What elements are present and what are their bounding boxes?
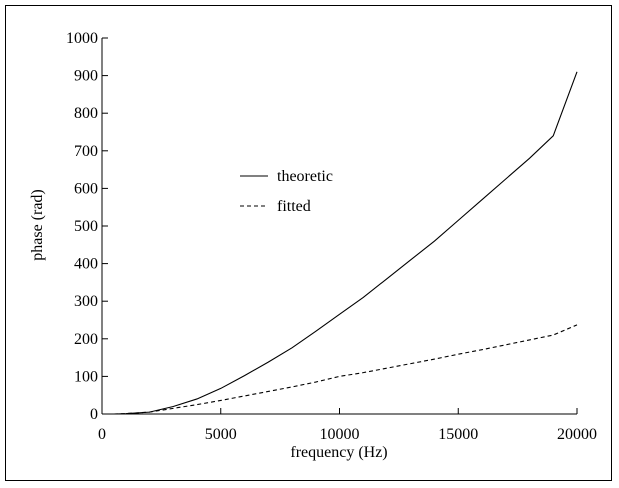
x-tick-label: 0 — [98, 426, 106, 443]
legend-label-theoretic: theoretic — [277, 168, 333, 185]
y-tick-label: 200 — [74, 331, 98, 348]
y-tick-label: 500 — [74, 218, 98, 235]
y-tick-label: 700 — [74, 143, 98, 160]
x-tick-label: 20000 — [557, 426, 597, 443]
axes — [101, 38, 577, 415]
series-line-theoretic — [113, 71, 578, 415]
x-tick-label: 10000 — [320, 426, 360, 443]
y-tick-label: 600 — [74, 180, 98, 197]
y-tick-label: 300 — [74, 293, 98, 310]
x-tick-label: 5000 — [205, 426, 237, 443]
y-tick-label: 0 — [90, 406, 98, 423]
y-tick-label: 100 — [74, 368, 98, 385]
x-axis-label: frequency (Hz) — [290, 444, 387, 461]
x-tick-label: 15000 — [438, 426, 478, 443]
ticks: 0 5000 10000 15000 20000 0 100 200 300 400 500 600 7… — [66, 30, 597, 443]
y-tick-label: 900 — [74, 68, 98, 85]
y-tick-label: 1000 — [66, 30, 98, 47]
figure-frame — [5, 5, 612, 481]
series-line-fitted — [113, 324, 578, 415]
series-group — [113, 71, 578, 415]
legend-label-fitted: fitted — [277, 198, 311, 215]
legend: theoretic fitted — [240, 168, 333, 215]
y-tick-label: 800 — [74, 105, 98, 122]
y-tick-label: 400 — [74, 256, 98, 273]
y-axis-label: phase (rad) — [29, 189, 46, 261]
